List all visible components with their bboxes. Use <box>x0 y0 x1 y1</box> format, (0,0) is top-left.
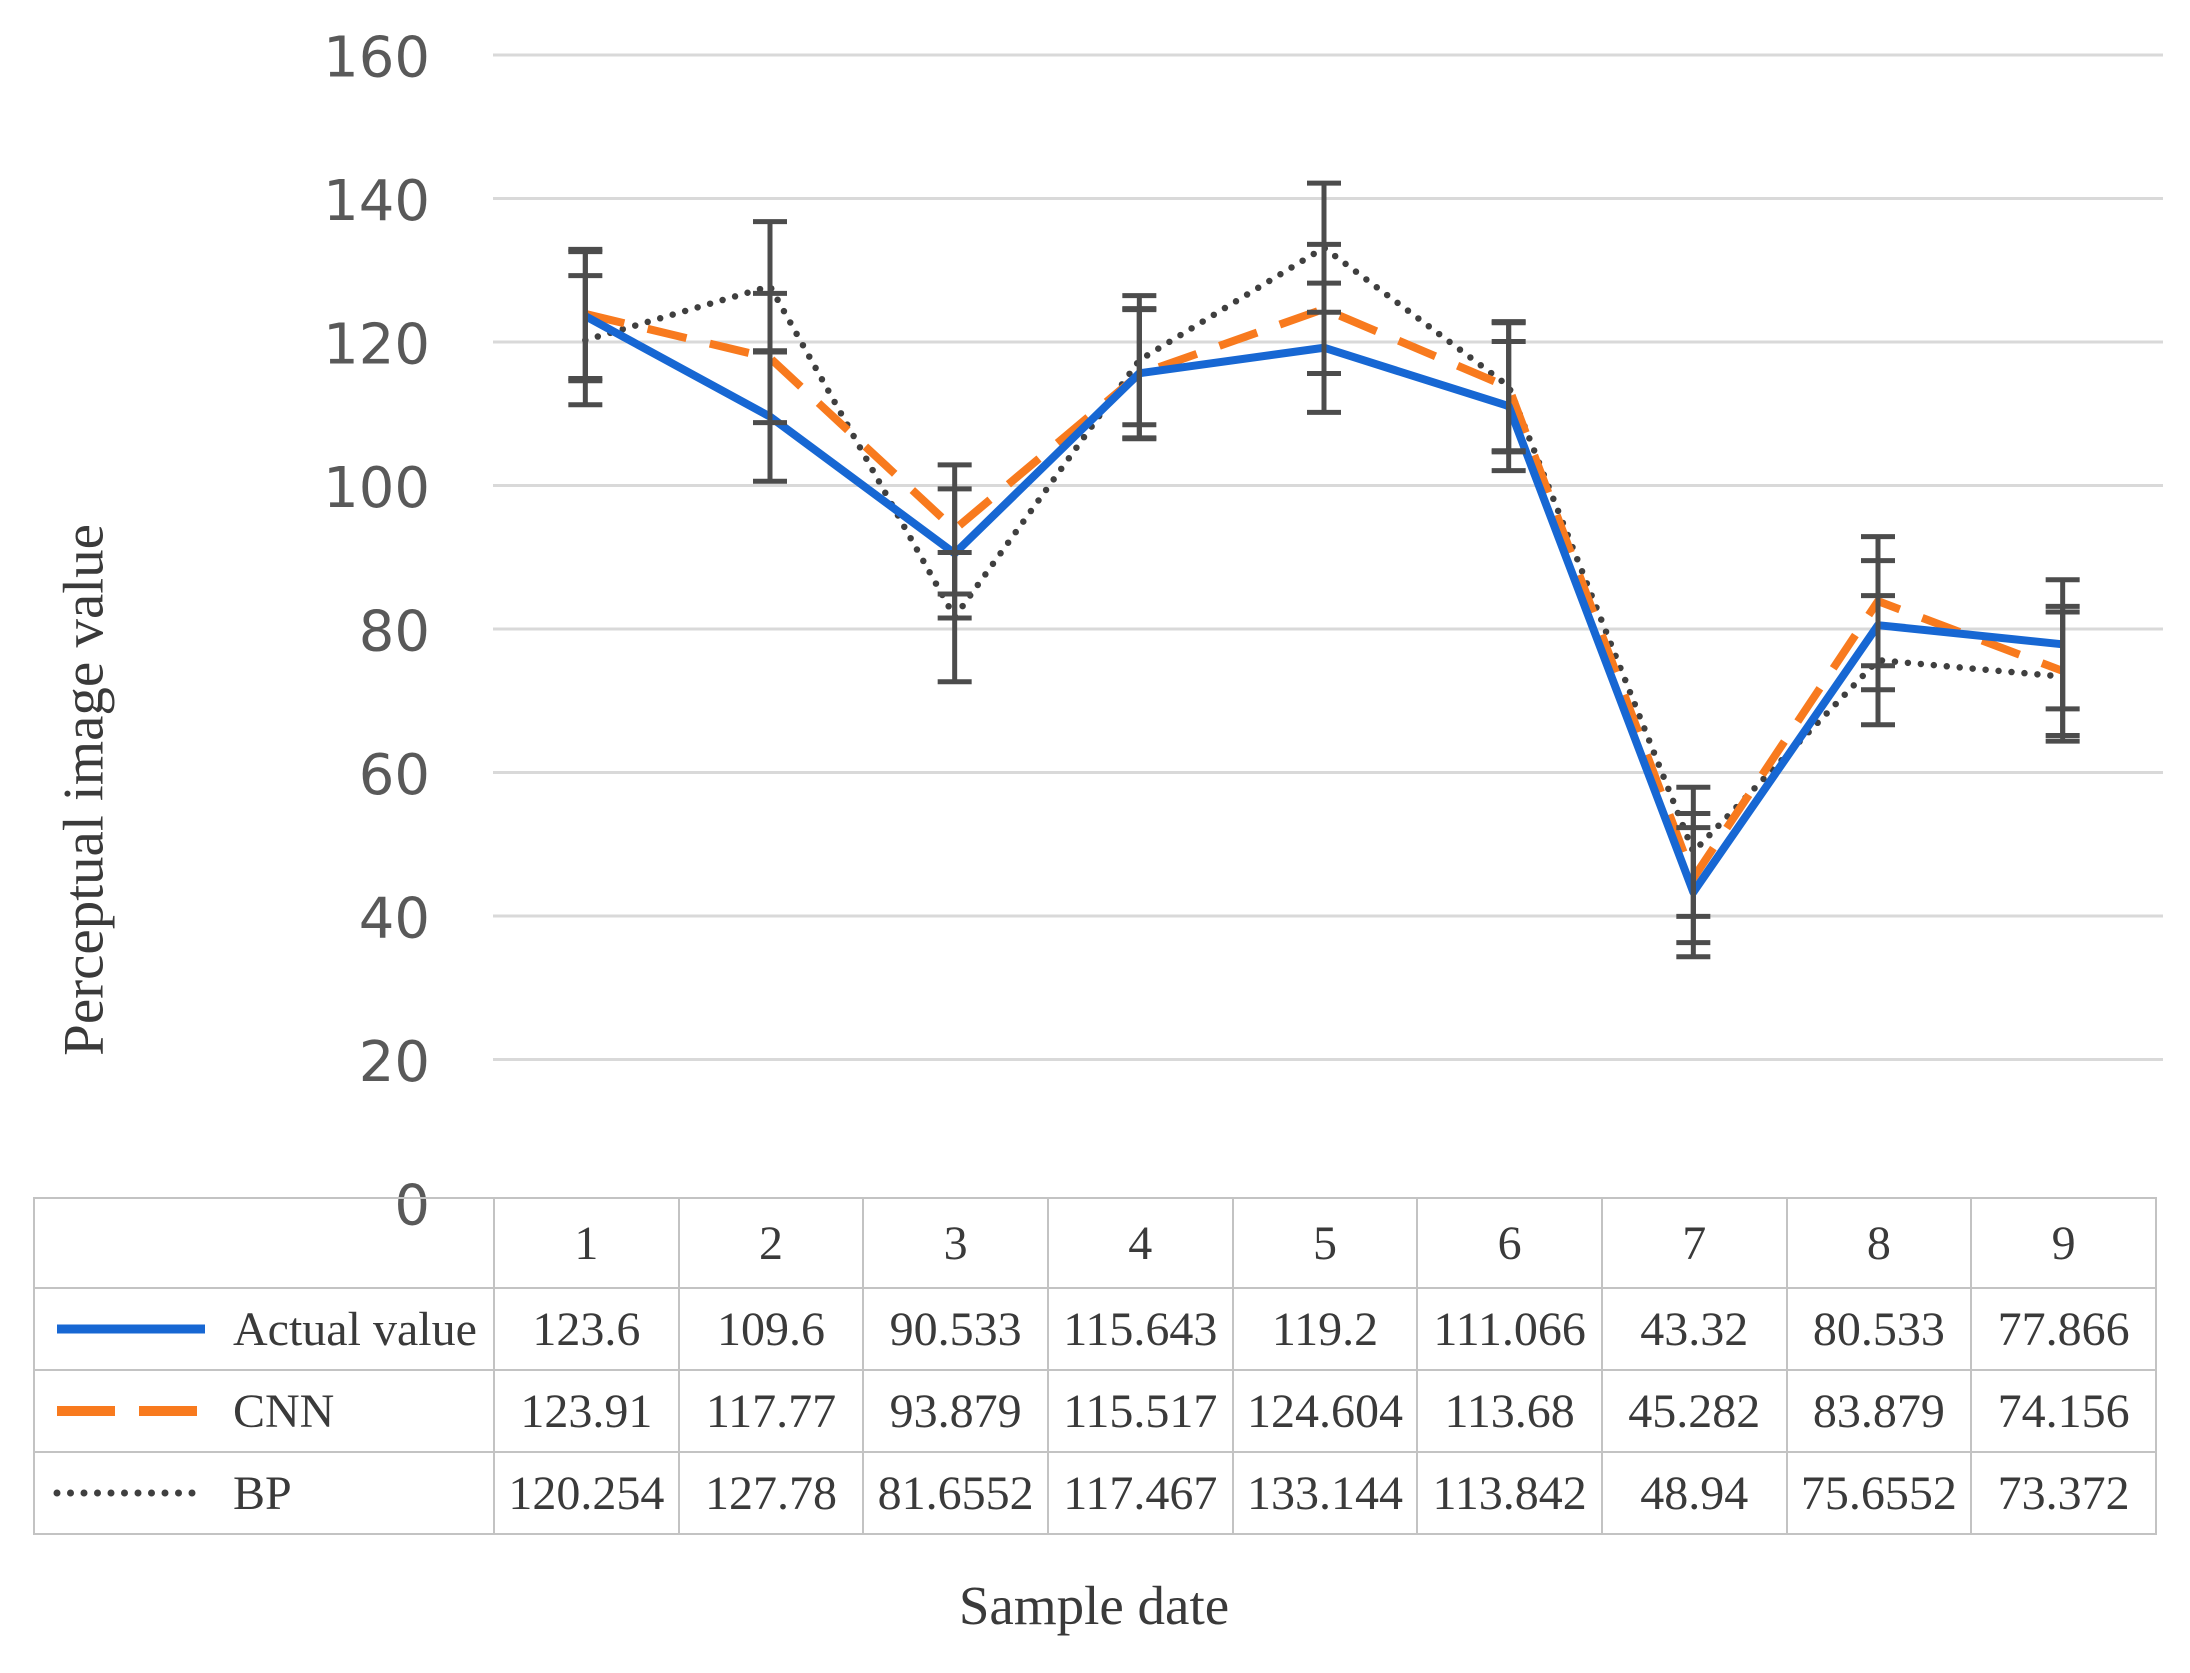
y-tick-label: 60 <box>359 743 430 808</box>
value-cell: 74.156 <box>1970 1369 2157 1453</box>
category-header-cell: 1 <box>493 1197 680 1289</box>
value-cell: 90.533 <box>862 1287 1049 1371</box>
legend-line-sample-solid <box>57 1324 205 1334</box>
y-axis-title: Perceptual image value <box>52 524 116 1056</box>
legend-label: Actual value <box>233 1302 477 1356</box>
y-tick-label: 120 <box>323 313 430 378</box>
category-header-cell: 6 <box>1416 1197 1603 1289</box>
error-bar <box>1122 293 1157 428</box>
legend-label: BP <box>233 1466 292 1520</box>
category-header-cell: 5 <box>1231 1197 1419 1289</box>
legend-label: CNN <box>233 1384 335 1438</box>
error-bar <box>1491 319 1526 454</box>
value-cell: 48.94 <box>1600 1451 1788 1535</box>
legend-cell: CNN <box>33 1369 495 1453</box>
table-row: CNN 123.91 117.77 93.879 115.517 124.604 113.… <box>33 1369 2157 1453</box>
value-cell: 123.6 <box>493 1287 680 1371</box>
table-corner-cell <box>33 1197 495 1289</box>
error-bar <box>568 273 603 408</box>
category-header-cell: 3 <box>862 1197 1049 1289</box>
value-cell: 115.643 <box>1046 1287 1234 1371</box>
value-cell: 109.6 <box>677 1287 865 1371</box>
value-cell: 113.68 <box>1416 1369 1603 1453</box>
table-row: BP 120.254 127.78 81.6552 117.467 133.144 113… <box>33 1451 2157 1535</box>
value-cell: 119.2 <box>1231 1287 1419 1371</box>
value-cell: 113.842 <box>1416 1451 1603 1535</box>
y-tick-label: 160 <box>323 26 430 91</box>
value-cell: 43.32 <box>1600 1287 1788 1371</box>
value-cell: 120.254 <box>493 1451 680 1535</box>
category-header-cell: 8 <box>1785 1197 1973 1289</box>
x-axis-title: Sample date <box>958 1575 1230 1636</box>
value-cell: 115.517 <box>1046 1369 1234 1453</box>
value-cell: 117.77 <box>677 1369 865 1453</box>
error-bar <box>1861 593 1895 728</box>
y-tick-label: 40 <box>359 887 430 952</box>
value-cell: 75.6552 <box>1785 1451 1973 1535</box>
value-cell: 80.533 <box>1785 1287 1973 1371</box>
error-bar <box>753 219 787 354</box>
value-cell: 127.78 <box>677 1451 865 1535</box>
category-header-cell: 7 <box>1600 1197 1788 1289</box>
value-cell: 133.144 <box>1231 1451 1419 1535</box>
value-cell: 93.879 <box>862 1369 1049 1453</box>
value-cell: 45.282 <box>1600 1369 1788 1453</box>
error-bar <box>1676 784 1711 919</box>
value-cell: 111.066 <box>1416 1287 1603 1371</box>
y-tick-label: 100 <box>323 456 430 521</box>
y-tick-label: 140 <box>323 169 430 234</box>
table-row: Actual value 123.6 109.6 90.533 115.643 119.… <box>33 1287 2157 1371</box>
legend-line-sample-dotted <box>53 1489 209 1497</box>
series-line-cnn <box>584 304 2065 883</box>
category-header-cell: 9 <box>1970 1197 2157 1289</box>
category-header-cell: 2 <box>677 1197 865 1289</box>
legend-line-sample-dashed <box>57 1406 205 1416</box>
value-cell: 81.6552 <box>862 1451 1049 1535</box>
value-cell: 77.866 <box>1970 1287 2157 1371</box>
table-body: Actual value 123.6 109.6 90.533 115.643 119.… <box>33 1287 2157 1535</box>
error-bar <box>1307 180 1341 315</box>
category-header-cell: 4 <box>1046 1197 1234 1289</box>
legend-cell: BP <box>33 1451 495 1535</box>
legend-cell: Actual value <box>33 1287 495 1371</box>
error-bar <box>937 550 972 685</box>
value-cell: 117.467 <box>1046 1451 1234 1535</box>
y-tick-label: 80 <box>359 600 430 665</box>
value-cell: 123.91 <box>493 1369 680 1453</box>
y-tick-label: 20 <box>359 1030 430 1095</box>
value-cell: 83.879 <box>1785 1369 1973 1453</box>
value-cell: 124.604 <box>1231 1369 1419 1453</box>
value-cell: 73.372 <box>1970 1451 2157 1535</box>
error-bar <box>2045 609 2080 744</box>
